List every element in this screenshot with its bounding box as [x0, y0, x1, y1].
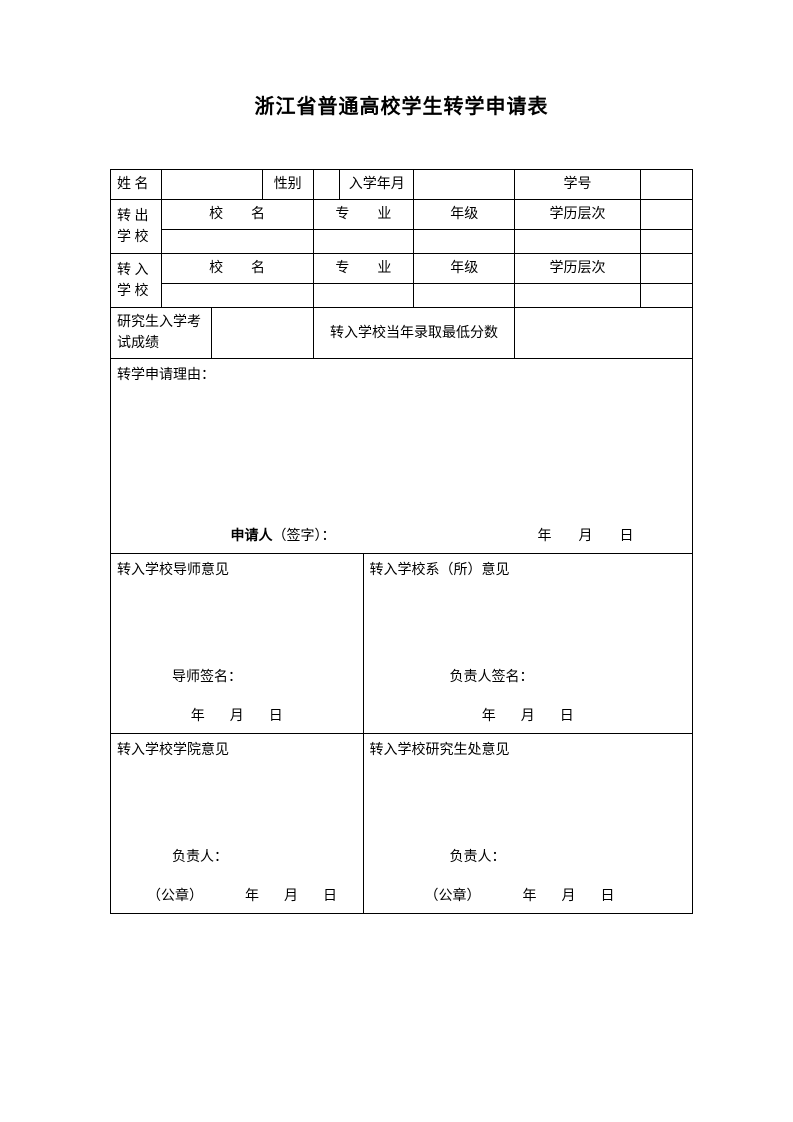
label-school-in: 转 入学 校 — [111, 254, 162, 308]
value-name[interactable] — [161, 170, 262, 200]
label-min-score: 转入学校当年录取最低分数 — [313, 308, 515, 359]
reason-header: 转学申请理由： — [117, 363, 686, 388]
label-in-grade: 年级 — [414, 254, 515, 284]
row-opinions-2: 转入学校学院意见 负责人： （公章） 年 月 日 转入学校研究生处意见 — [111, 734, 693, 914]
advisor-day: 日 — [269, 709, 283, 724]
cell-in-extra[interactable] — [640, 284, 692, 308]
grad-leader-label: 负责人： — [370, 847, 686, 868]
grad-seal: （公章） — [425, 889, 481, 904]
dept-date: 年 月 日 — [370, 706, 686, 727]
value-min-score[interactable] — [515, 308, 693, 359]
opinion-dept-footer: 负责人签名： 年 月 日 — [370, 667, 686, 727]
row-out-values — [111, 230, 693, 254]
form-page: 浙江省普通高校学生转学申请表 姓 名 性别 入学年月 学号 — [0, 0, 793, 914]
dept-sign-label: 负责人签名： — [370, 667, 686, 688]
opinion-college-footer: 负责人： （公章） 年 月 日 — [117, 847, 357, 907]
row-opinions-1: 转入学校导师意见 导师签名： 年 月 日 转入学校系（所）意见 负责人签名： — [111, 554, 693, 734]
opinion-grad-footer: 负责人： （公章） 年 月 日 — [370, 847, 686, 907]
advisor-date: 年 月 日 — [117, 706, 357, 727]
grad-month: 月 — [562, 889, 576, 904]
value-in-school[interactable] — [161, 284, 313, 308]
label-out-level: 学历层次 — [515, 200, 640, 230]
dept-day: 日 — [560, 709, 574, 724]
label-in-major: 专 业 — [313, 254, 414, 284]
label-out-major: 专 业 — [313, 200, 414, 230]
reason-year: 年 — [538, 529, 552, 544]
opinion-advisor-header: 转入学校导师意见 — [117, 558, 357, 583]
label-enroll-date: 入学年月 — [340, 170, 414, 200]
row-in-header: 转 入学 校 校 名 专 业 年级 学历层次 — [111, 254, 693, 284]
signature-suffix: （签字）： — [273, 529, 336, 544]
dept-month: 月 — [521, 709, 535, 724]
row-reason: 转学申请理由： 申请人（签字）： 年 月 日 — [111, 359, 693, 554]
value-in-grade[interactable] — [414, 284, 515, 308]
value-out-major[interactable] — [313, 230, 414, 254]
value-in-major[interactable] — [313, 284, 414, 308]
college-month: 月 — [284, 889, 298, 904]
opinion-college-cell[interactable]: 转入学校学院意见 负责人： （公章） 年 月 日 — [111, 734, 364, 914]
grad-day: 日 — [601, 889, 615, 904]
reason-day: 日 — [620, 529, 634, 544]
reason-month: 月 — [579, 529, 593, 544]
college-seal: （公章） — [147, 889, 203, 904]
applicant-label: 申请人 — [231, 529, 273, 544]
label-out-schoolname: 校 名 — [161, 200, 313, 230]
row-in-values — [111, 284, 693, 308]
dept-year: 年 — [482, 709, 496, 724]
form-title: 浙江省普通高校学生转学申请表 — [110, 90, 693, 119]
label-gender: 性别 — [262, 170, 313, 200]
label-school-out: 转 出学 校 — [111, 200, 162, 254]
opinion-college-header: 转入学校学院意见 — [117, 738, 357, 763]
opinion-dept-cell[interactable]: 转入学校系（所）意见 负责人签名： 年 月 日 — [363, 554, 692, 734]
row-basic: 姓 名 性别 入学年月 学号 — [111, 170, 693, 200]
opinion-grad-cell[interactable]: 转入学校研究生处意见 负责人： （公章） 年 月 日 — [363, 734, 692, 914]
college-seal-date: （公章） 年 月 日 — [117, 886, 357, 907]
advisor-month: 月 — [230, 709, 244, 724]
value-in-level[interactable] — [515, 284, 640, 308]
grad-year: 年 — [523, 889, 537, 904]
value-student-id[interactable] — [640, 170, 692, 200]
label-out-grade: 年级 — [414, 200, 515, 230]
value-enroll-date[interactable] — [414, 170, 515, 200]
cell-out-level-value-top[interactable] — [640, 200, 692, 230]
row-scores: 研究生入学考试成绩 转入学校当年录取最低分数 — [111, 308, 693, 359]
value-gender[interactable] — [313, 170, 340, 200]
label-in-schoolname: 校 名 — [161, 254, 313, 284]
opinion-dept-header: 转入学校系（所）意见 — [370, 558, 686, 583]
value-exam-score[interactable] — [212, 308, 313, 359]
cell-in-level-value-top[interactable] — [640, 254, 692, 284]
value-out-school[interactable] — [161, 230, 313, 254]
opinion-grad-header: 转入学校研究生处意见 — [370, 738, 686, 763]
value-out-level[interactable] — [515, 230, 640, 254]
label-name: 姓 名 — [111, 170, 162, 200]
college-year: 年 — [245, 889, 259, 904]
label-student-id: 学号 — [515, 170, 640, 200]
reason-footer: 申请人（签字）： 年 月 日 — [117, 526, 686, 547]
row-out-header: 转 出学 校 校 名 专 业 年级 学历层次 — [111, 200, 693, 230]
label-in-level: 学历层次 — [515, 254, 640, 284]
college-leader-label: 负责人： — [117, 847, 357, 868]
reason-cell[interactable]: 转学申请理由： 申请人（签字）： 年 月 日 — [111, 359, 693, 554]
opinion-advisor-cell[interactable]: 转入学校导师意见 导师签名： 年 月 日 — [111, 554, 364, 734]
advisor-year: 年 — [191, 709, 205, 724]
cell-out-extra[interactable] — [640, 230, 692, 254]
label-exam-score: 研究生入学考试成绩 — [111, 308, 212, 359]
form-table: 姓 名 性别 入学年月 学号 转 出学 校 校 名 专 业 年级 学历层次 — [110, 169, 693, 914]
grad-seal-date: （公章） 年 月 日 — [370, 886, 686, 907]
advisor-sign-label: 导师签名： — [117, 667, 357, 688]
college-day: 日 — [323, 889, 337, 904]
opinion-advisor-footer: 导师签名： 年 月 日 — [117, 667, 357, 727]
value-out-grade[interactable] — [414, 230, 515, 254]
